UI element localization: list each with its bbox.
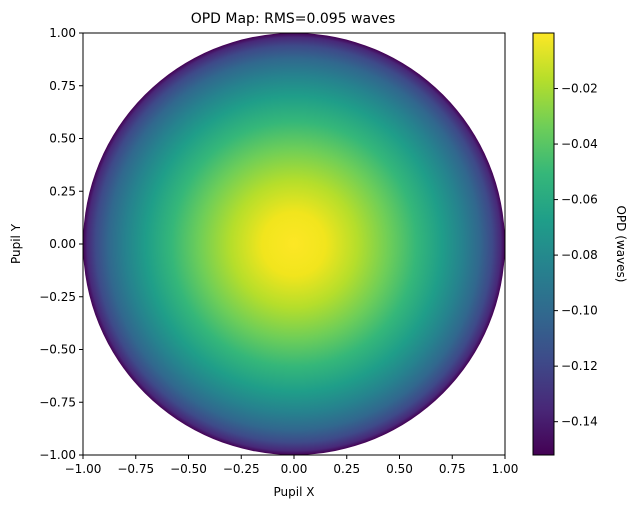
colorbar-tick-label: −0.02 [561, 82, 598, 96]
y-tick-label: 0.75 [49, 79, 76, 93]
colorbar-tick-label: −0.08 [561, 248, 598, 262]
x-tick-label: 0.75 [439, 462, 466, 476]
x-tick-label: 1.00 [492, 462, 519, 476]
x-tick-label: −0.25 [223, 462, 260, 476]
colorbar-tick-label: −0.04 [561, 137, 598, 151]
y-tick-label: 0.25 [49, 184, 76, 198]
x-axis-label: Pupil X [274, 485, 315, 499]
x-tick-label: −0.50 [170, 462, 207, 476]
y-tick-label: −0.75 [39, 395, 76, 409]
y-tick-label: 0.00 [49, 237, 76, 251]
x-axis-ticks: −1.00 −0.75 −0.50 −0.25 0.00 0.25 0.50 0.75 1.00 [65, 455, 519, 476]
x-tick-label: −0.75 [117, 462, 154, 476]
x-tick-label: 0.50 [386, 462, 413, 476]
y-tick-label: 1.00 [49, 26, 76, 40]
y-tick-label: −1.00 [39, 448, 76, 462]
colorbar-tick-label: −0.12 [561, 359, 598, 373]
y-axis-label: Pupil Y [9, 223, 23, 264]
y-tick-label: 0.50 [49, 132, 76, 146]
y-tick-label: −0.25 [39, 290, 76, 304]
y-axis-ticks: −1.00 −0.75 −0.50 −0.25 0.00 0.25 0.50 0.75 1.00 [39, 26, 83, 462]
colorbar-tick-label: −0.10 [561, 304, 598, 318]
colorbar-label: OPD (waves) [614, 205, 628, 282]
colorbar [532, 32, 555, 456]
chart-title: OPD Map: RMS=0.095 waves [191, 11, 396, 27]
y-tick-label: −0.50 [39, 343, 76, 357]
x-tick-label: 0.00 [281, 462, 308, 476]
colorbar-ticks: −0.02 −0.04 −0.06 −0.08 −0.10 −0.12 −0.14 [554, 82, 598, 429]
opd-pupil-disk [83, 33, 505, 455]
x-tick-label: −1.00 [65, 462, 102, 476]
x-tick-label: 0.25 [333, 462, 360, 476]
colorbar-tick-label: −0.06 [561, 193, 598, 207]
colorbar-tick-label: −0.14 [561, 415, 598, 429]
